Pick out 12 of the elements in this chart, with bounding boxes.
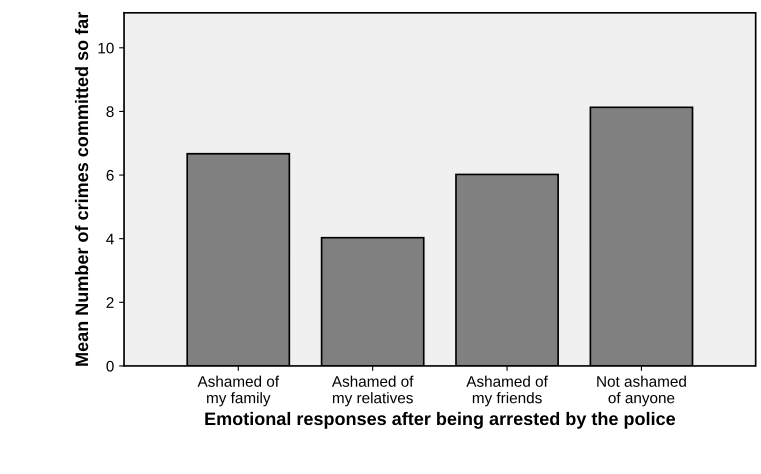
x-tick-label: Ashamed of my relatives <box>332 376 414 406</box>
x-tick-label: Ashamed of my friends <box>466 376 548 406</box>
y-tick-label: 10 <box>98 42 114 54</box>
y-tick-label: 6 <box>106 170 114 181</box>
y-tick-label: 2 <box>106 297 114 308</box>
y-tick-label: 4 <box>106 234 114 244</box>
y-tick-label: 8 <box>106 106 114 118</box>
y-axis-title: Mean Number of crimes committed so far <box>74 12 88 366</box>
y-tick-label: 0 <box>106 360 114 372</box>
x-tick-label: Not ashamed of anyone <box>597 376 686 406</box>
x-tick-label: Ashamed of my family <box>198 376 280 406</box>
x-axis-title: Emotional responses after being arrested by the police <box>205 412 676 429</box>
